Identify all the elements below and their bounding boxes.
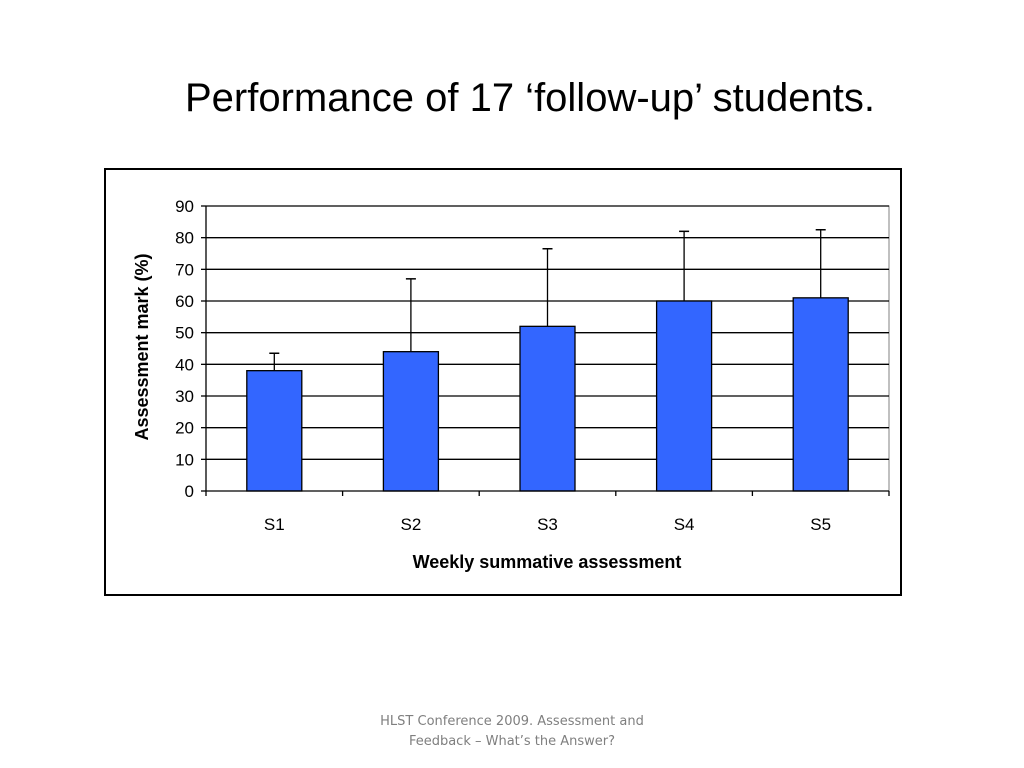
- y-tick-label: 60: [175, 292, 194, 311]
- y-axis-title: Assessment mark (%): [132, 253, 152, 440]
- slide-title: Performance of 17 ‘follow-up’ students.: [185, 76, 875, 120]
- x-tick-label: S1: [264, 515, 285, 534]
- chart-frame: 0 10 20 30 40 50 60 70 80 90 S1 S2 S3 S4 S5 Weekly sum…: [104, 168, 902, 596]
- y-tick-label: 50: [175, 324, 194, 343]
- tick-labels: 0 10 20 30 40 50 60 70 80 90 S1 S2 S3 S4 S5: [175, 197, 831, 534]
- y-tick-label: 40: [175, 355, 194, 374]
- x-tick-label: S3: [537, 515, 558, 534]
- bar-s2: [382, 351, 440, 492]
- x-tick-label: S2: [401, 515, 422, 534]
- footer-line-1: HLST Conference 2009. Assessment and: [380, 714, 644, 729]
- bar-chart: 0 10 20 30 40 50 60 70 80 90 S1 S2 S3 S4 S5 Weekly sum…: [132, 197, 890, 572]
- axes: [201, 205, 890, 496]
- y-tick-label: 0: [185, 482, 194, 501]
- bar-s4: [655, 300, 713, 492]
- y-tick-label: 30: [175, 387, 194, 406]
- x-tick-label: S4: [674, 515, 695, 534]
- x-tick-label: S5: [810, 515, 831, 534]
- bar-s5: [792, 297, 849, 492]
- footer-line-2: Feedback – What’s the Answer?: [408, 734, 616, 749]
- y-tick-label: 70: [175, 260, 194, 279]
- bars: [246, 297, 849, 492]
- y-tick-label: 80: [175, 229, 194, 248]
- bar-s3: [519, 325, 576, 492]
- y-tick-label: 90: [175, 197, 194, 216]
- y-tick-label: 10: [175, 450, 194, 469]
- bar-s1: [246, 370, 303, 492]
- slide-footer: HLST Conference 2009. Assessment and Fee…: [312, 712, 712, 752]
- x-axis-title: Weekly summative assessment: [413, 552, 682, 572]
- error-bars: [269, 229, 826, 371]
- y-tick-label: 20: [175, 419, 194, 438]
